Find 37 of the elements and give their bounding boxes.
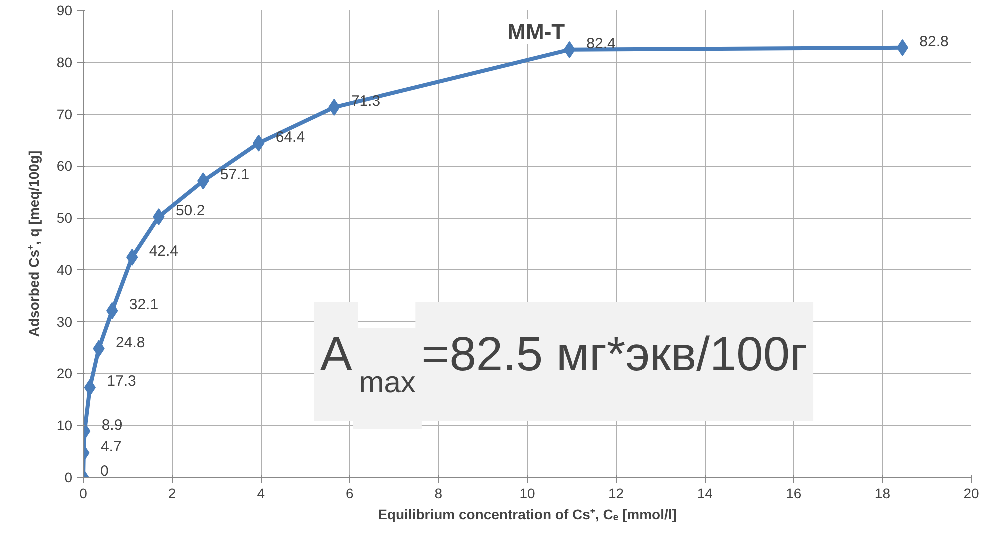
- x-tick-label: 12: [608, 486, 624, 502]
- y-tick-label: 40: [56, 262, 73, 278]
- y-tick-label: 50: [56, 210, 73, 226]
- data-label: 32.1: [129, 296, 159, 314]
- x-tick-label: 10: [520, 486, 536, 502]
- x-tick-label: 4: [257, 486, 266, 502]
- point: [896, 39, 909, 56]
- x-tick-label: 0: [80, 486, 88, 502]
- y-tick-label: 0: [64, 470, 73, 486]
- data-label: 0: [100, 463, 109, 480]
- data-label: 64.4: [276, 128, 306, 146]
- point: [564, 41, 576, 58]
- x-tick-label: 14: [697, 486, 714, 502]
- data-label: 17.3: [107, 373, 136, 390]
- chart-title: MM-T: [508, 19, 566, 44]
- x-tick-label: 8: [434, 486, 443, 502]
- y-tick-label: 10: [56, 418, 73, 434]
- x-tick-label: 18: [874, 486, 891, 502]
- y-axis-title: Adsorbed Cs⁺, q [meq/100g]: [26, 150, 42, 338]
- y-tick-label: 60: [56, 158, 73, 174]
- data-label: 50.2: [176, 202, 206, 220]
- y-tick-label: 30: [56, 314, 73, 330]
- y-tick-label: 90: [56, 2, 73, 18]
- x-tick-label: 6: [346, 486, 354, 502]
- x-tick-label: 16: [786, 486, 802, 502]
- y-tick-label: 80: [56, 54, 73, 70]
- y-tick-label: 70: [56, 106, 73, 122]
- data-label: 57.1: [220, 166, 250, 184]
- data-label: 4.7: [100, 438, 122, 456]
- x-axis-title: Equilibrium concentration of Cs⁺, Cₑ [mmol/l]: [378, 506, 677, 522]
- x-tick-label: 2: [168, 486, 176, 502]
- data-label: 8.9: [102, 416, 123, 434]
- data-label: 42.4: [149, 242, 179, 260]
- y-tick-label: 20: [56, 366, 73, 382]
- data-label: 82.8: [920, 33, 949, 50]
- data-label: 24.8: [116, 334, 146, 352]
- x-tick-label: 20: [964, 486, 980, 502]
